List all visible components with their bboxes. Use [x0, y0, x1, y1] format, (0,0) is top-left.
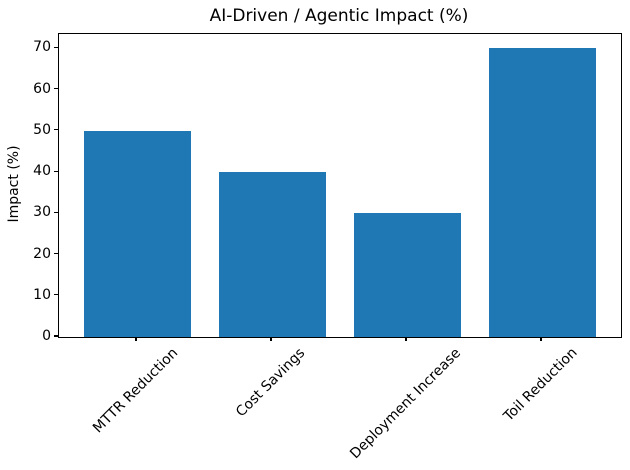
y-tick-mark — [54, 170, 58, 172]
x-tick-label-cost-savings: Cost Savings — [233, 344, 309, 421]
plot-area — [58, 33, 622, 338]
x-tick-mark — [135, 337, 137, 341]
bar-cost-savings — [218, 172, 326, 337]
y-tick-label: 40 — [33, 163, 51, 180]
x-tick-mark — [405, 337, 407, 341]
y-tick-label: 60 — [33, 80, 51, 97]
y-tick-label: 10 — [33, 286, 51, 303]
bar-toil-reduction — [488, 48, 596, 337]
x-tick-mark — [270, 337, 272, 341]
y-tick-mark — [54, 252, 58, 255]
y-tick-label: 20 — [33, 245, 51, 262]
bar-deployment-increase — [353, 213, 461, 337]
bar-mttr-reduction — [83, 130, 191, 337]
y-tick-mark — [54, 335, 58, 337]
y-tick-mark — [54, 88, 58, 90]
x-tick-label-toil-reduction: Toil Reduction — [500, 345, 581, 425]
y-tick-label: 30 — [33, 204, 51, 221]
y-tick-mark — [54, 129, 58, 131]
y-tick-mark — [54, 46, 58, 49]
y-tick-label: 50 — [33, 121, 51, 138]
x-tick-label-deployment-increase: Deployment Increase — [347, 344, 465, 462]
chart-title: AI-Driven / Agentic Impact (%) — [209, 6, 469, 26]
y-tick-mark — [54, 294, 58, 296]
y-tick-label: 0 — [42, 328, 51, 344]
x-tick-label-mttr-reduction: MTTR Reduction — [89, 344, 182, 437]
y-tick-label: 70 — [33, 39, 51, 56]
x-tick-mark — [540, 337, 542, 341]
y-tick-mark — [54, 211, 58, 213]
